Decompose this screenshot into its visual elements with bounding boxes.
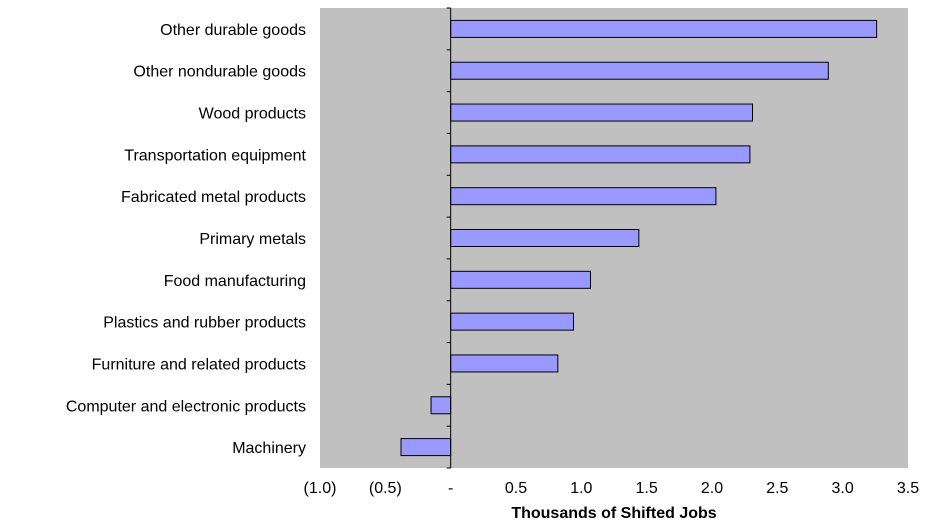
x-tick-label: 1.5 <box>636 480 658 497</box>
bar <box>450 19 878 38</box>
x-axis-title: Thousands of Shifted Jobs <box>511 505 716 522</box>
x-tick-label: 2.0 <box>701 480 723 497</box>
category-label: Other nondurable goods <box>133 64 306 81</box>
bar <box>450 187 717 206</box>
x-tick-label: (1.0) <box>304 480 337 497</box>
bar <box>450 312 574 331</box>
category-label: Food manufacturing <box>164 273 306 290</box>
x-tick-label: (0.5) <box>369 480 402 497</box>
x-tick-label: 0.5 <box>505 480 527 497</box>
x-tick-label: 3.5 <box>897 480 919 497</box>
bar <box>450 270 591 289</box>
bar <box>450 61 829 80</box>
category-label: Furniture and related products <box>92 356 306 373</box>
category-label: Transportation equipment <box>124 147 306 164</box>
category-label: Plastics and rubber products <box>103 315 306 332</box>
category-label: Computer and electronic products <box>66 398 306 415</box>
bar <box>430 396 452 415</box>
bar <box>400 438 452 457</box>
bar <box>450 145 751 164</box>
bar <box>450 103 754 122</box>
category-axis <box>446 7 452 469</box>
bar <box>450 354 559 373</box>
category-label: Primary metals <box>199 231 306 248</box>
category-label: Wood products <box>199 106 306 123</box>
value-axis-ticks: (1.0) (0.5) - 0.5 1.0 1.5 2.0 2.5 3.0 3.5 <box>304 480 920 497</box>
x-tick-label: 2.5 <box>766 480 788 497</box>
x-tick-label: 1.0 <box>570 480 592 497</box>
bar <box>450 229 640 247</box>
category-label: Other durable goods <box>160 22 306 39</box>
category-label: Fabricated metal products <box>121 189 306 206</box>
category-label: Machinery <box>232 440 306 457</box>
category-labels: Other durable goods Other nondurable good… <box>66 22 307 457</box>
x-tick-label: - <box>448 480 453 497</box>
x-tick-label: 3.0 <box>832 480 854 497</box>
